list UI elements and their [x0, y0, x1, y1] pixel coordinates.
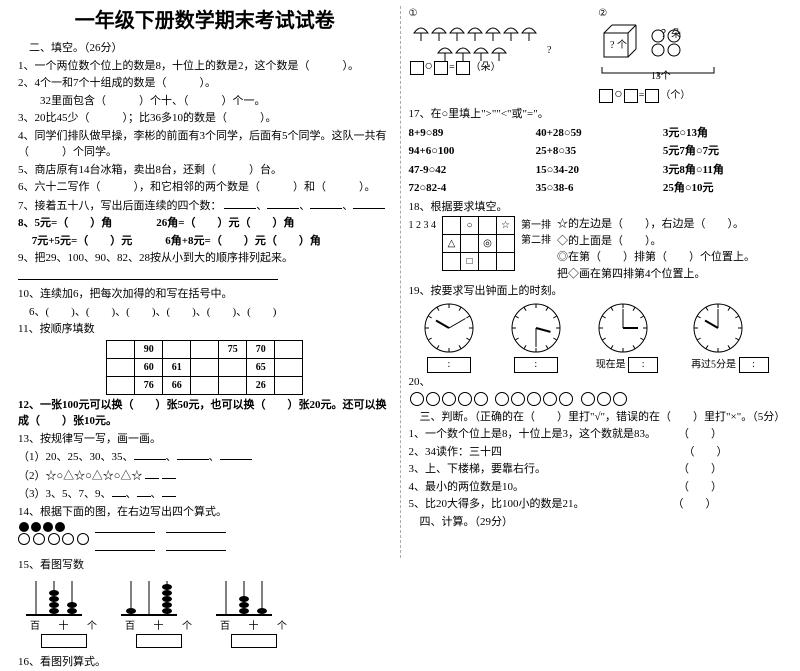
- comparison-grid: 8+9○8940+28○593元○13角 94+6○10025+8○355元7角…: [409, 125, 783, 197]
- clock-icon: [691, 301, 745, 355]
- q8a: 8、5元=（ ）角 26角=（ ）元（ ）角: [18, 215, 392, 232]
- q13a: （1）20、25、30、35、、、: [18, 448, 392, 466]
- q10: 10、连续加6，把每次加得的和写在括号中。: [18, 286, 392, 303]
- j4: 4、最小的两位数是10。 （ ）: [409, 479, 783, 496]
- q13c: （3）3、5、7、9、、、: [18, 485, 392, 503]
- q2: 2、4个一和7个十组成的数是（ ）。: [18, 75, 392, 92]
- section-2-header: 二、填空。（26分）: [18, 40, 392, 57]
- q17: 17、在○里填上">""<"或"="。: [409, 106, 783, 123]
- j3: 3、上、下楼梯，要靠右行。 （ ）: [409, 461, 783, 478]
- j1: 1、一个数个位上是8，十位上是3，这个数就是83。 （ ）: [409, 426, 783, 443]
- q9: 9、把29、100、90、82、28按从小到大的顺序排列起来。: [18, 250, 392, 267]
- q13b: （2）☆○△☆○△☆○△☆: [18, 467, 392, 485]
- q15: 15、看图写数: [18, 557, 392, 574]
- q2b: 32里面包含（ ）个十、（ ）个一。: [18, 93, 392, 110]
- abacus-figures: 百 十 个 百 十 个: [18, 575, 392, 654]
- q5: 5、商店原有14台冰箱，卖出8台，还剩（ ）台。: [18, 162, 392, 179]
- q14-figure: [18, 521, 392, 556]
- q1: 1、一个两位数个位上的数是8，十位上的数是2，这个数是（ ）。: [18, 58, 392, 75]
- svg-text:? 个: ? 个: [610, 39, 627, 51]
- clock-icon: [422, 301, 476, 355]
- section-4-header: 四、计算。（29分）: [409, 514, 783, 531]
- q7: 7、接着五十八，写出后面连续的四个数： 、、、: [18, 197, 392, 215]
- q11: 11、按顺序填数: [18, 321, 392, 338]
- q20-circles: [409, 391, 783, 408]
- q6: 6、六十二写作（ ），和它相邻的两个数是（ ）和（ ）。: [18, 179, 392, 196]
- q16-figures: ①: [409, 6, 783, 105]
- abacus-icon: [117, 575, 181, 619]
- abacus-icon: [22, 575, 86, 619]
- q14: 14、根据下面的图，在右边写出四个算式。: [18, 504, 392, 521]
- section-3-header: 三、判断。（正确的在（ ）里打"√"，错误的在（ ）里打"×"。（5分）: [409, 409, 783, 426]
- j5: 5、比20大得多，比100小的数是21。 （ ）: [409, 496, 783, 513]
- j2: 2、34读作：三十四 （ ）: [409, 444, 783, 461]
- q13: 13、按规律写一写，画一画。: [18, 431, 392, 448]
- cube-icon: ? 个: [598, 21, 642, 65]
- clock-icon: [596, 301, 650, 355]
- q10b: 6、( )、( )、( )、( )、( )、( ): [18, 304, 392, 321]
- q16: 16、看图列算式。: [18, 654, 392, 671]
- q8b: 7元+5元=（ ）元 6角+8元=（ ）元（ ）角: [18, 233, 392, 250]
- q20: 20、: [409, 374, 783, 391]
- q4: 4、同学们排队做早操，李彬的前面有3个同学，后面有5个同学。这队一共有（ ）个同…: [18, 128, 392, 161]
- umbrella-icon: ?: [409, 21, 559, 61]
- clocks-row: : : 现在是 : 再过5分是 :: [409, 301, 783, 373]
- q19: 19、按要求写出钟面上的时刻。: [409, 283, 783, 300]
- q18: 18、根据要求填空。: [409, 199, 783, 216]
- abacus-icon: [212, 575, 276, 619]
- page-title: 一年级下册数学期末考试试卷: [18, 6, 392, 36]
- q12: 12、一张100元可以换（ ）张50元，也可以换（ ）张20元。还可以换成（ ）…: [18, 397, 392, 430]
- q3: 3、20比45少（ ）；比36多10的数是（ ）。: [18, 110, 392, 127]
- q18-figure: 1 2 3 4 ○☆ △◎ □ 第一排第二排 ☆的左边是（ ），右边是（ ）。 …: [409, 216, 783, 282]
- clock-icon: [509, 301, 563, 355]
- number-table: 907570 606165 766626: [106, 340, 303, 395]
- svg-text:?: ?: [547, 45, 552, 56]
